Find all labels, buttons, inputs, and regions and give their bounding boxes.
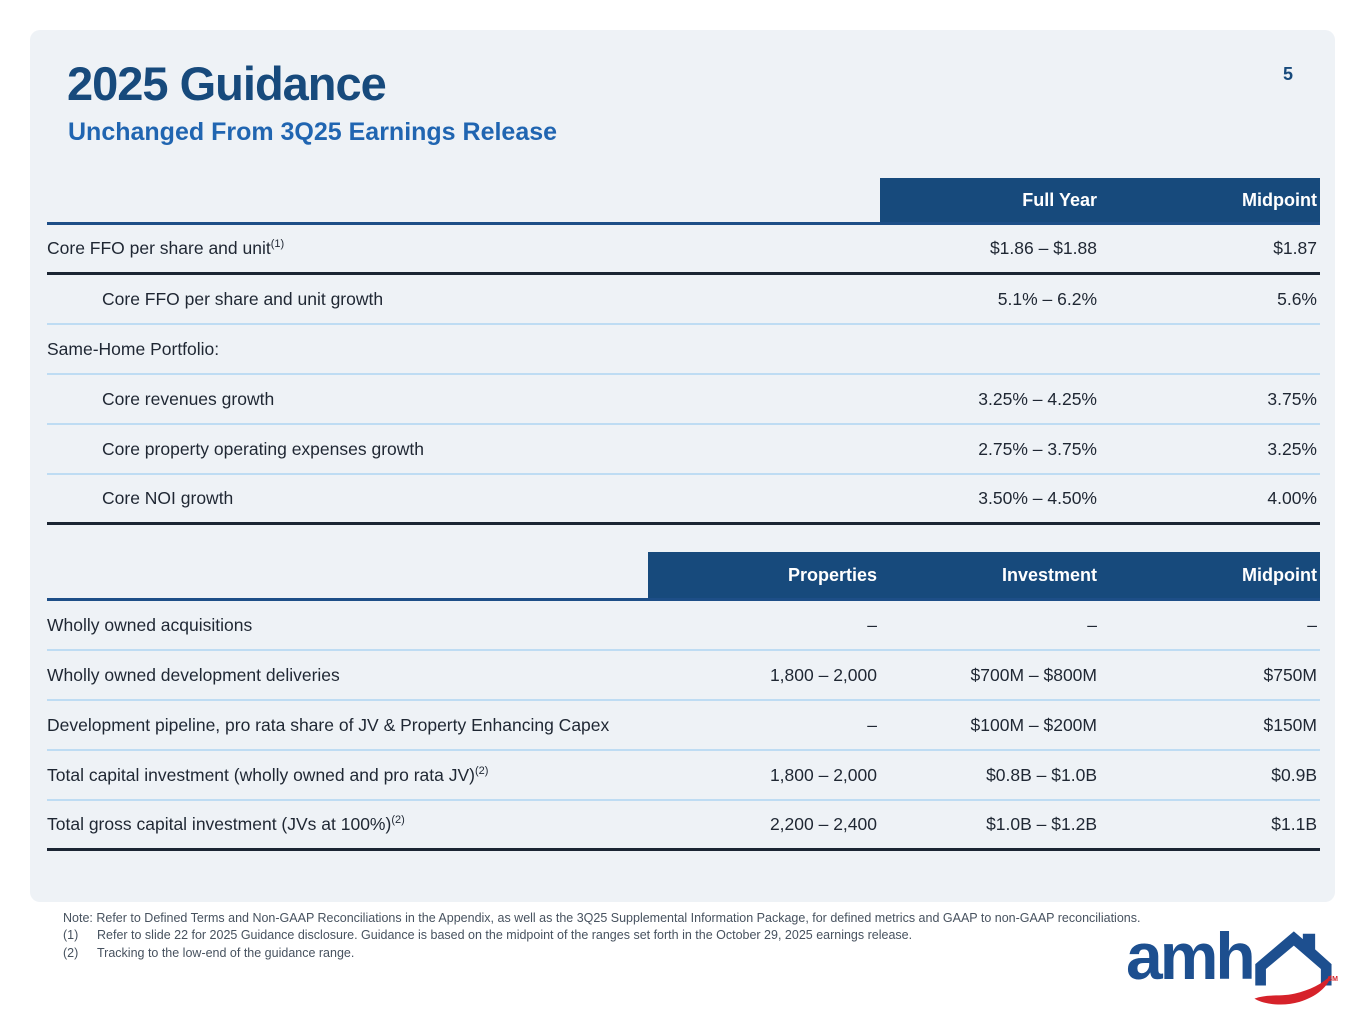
row-label: Development pipeline, pro rata share of … bbox=[47, 714, 610, 735]
cell-midpoint: 4.00% bbox=[1267, 488, 1317, 508]
page-number: 5 bbox=[1282, 64, 1293, 84]
cell-midpoint: $1.87 bbox=[1273, 238, 1317, 258]
cell-investment: – bbox=[1087, 614, 1097, 635]
table-row-core-noi-growth: Core NOI growth 3.50% – 4.50% 4.00% bbox=[47, 475, 1320, 525]
service-mark: SM bbox=[1327, 976, 1339, 983]
table1-header-row: Full Year Midpoint bbox=[47, 178, 1320, 225]
cell-investment: $100M – $200M bbox=[970, 714, 1097, 735]
cell-midpoint: 3.75% bbox=[1267, 388, 1317, 409]
row-label: Same-Home Portfolio: bbox=[47, 338, 220, 359]
table2-header-row: Properties Investment Midpoint bbox=[47, 552, 1320, 601]
column-header-investment: Investment bbox=[1001, 564, 1097, 585]
table1-header-block: Full Year Midpoint bbox=[880, 178, 1320, 222]
cell-full-year: 5.1% – 6.2% bbox=[997, 288, 1097, 309]
footnote-text: Tracking to the low-end of the guidance … bbox=[97, 945, 355, 960]
footnote-ref: (2) bbox=[391, 814, 405, 827]
cell-properties: 2,200 – 2,400 bbox=[769, 814, 877, 834]
cell-investment: $0.8B – $1.0B bbox=[986, 764, 1097, 785]
slide-subtitle: Unchanged From 3Q25 Earnings Release bbox=[68, 118, 558, 146]
table1-header-spacer bbox=[47, 178, 880, 222]
row-label: Core FFO per share and unit growth bbox=[102, 288, 384, 309]
row-label: Total capital investment (wholly owned a… bbox=[47, 764, 489, 785]
slide-content-card: 5 2025 Guidance Unchanged From 3Q25 Earn… bbox=[30, 30, 1335, 902]
footnote-ref: (1) bbox=[270, 238, 285, 251]
cell-midpoint: – bbox=[1307, 614, 1317, 635]
amh-logo-text: amh bbox=[1126, 919, 1256, 993]
footnote-item-2: (2) Tracking to the low-end of the guida… bbox=[63, 945, 1233, 962]
footnote-note: Note: Refer to Defined Terms and Non-GAA… bbox=[63, 911, 1141, 925]
cell-properties: 1,800 – 2,000 bbox=[769, 764, 877, 785]
cell-full-year: 3.50% – 4.50% bbox=[978, 488, 1097, 508]
cell-midpoint: $1.1B bbox=[1271, 814, 1317, 834]
cell-full-year: 3.25% – 4.25% bbox=[978, 388, 1097, 409]
table-row-core-ffo-growth: Core FFO per share and unit growth 5.1% … bbox=[47, 275, 1320, 325]
table-row-development-deliveries: Wholly owned development deliveries 1,80… bbox=[47, 651, 1320, 701]
footnote-marker: (1) bbox=[63, 928, 79, 943]
cell-midpoint: $750M bbox=[1263, 664, 1317, 685]
column-header-full-year: Full Year bbox=[1022, 189, 1097, 210]
table-row-same-home-portfolio: Same-Home Portfolio: bbox=[47, 325, 1320, 375]
table-row-total-capital-investment: Total capital investment (wholly owned a… bbox=[47, 751, 1320, 801]
row-label: Total gross capital investment (JVs at 1… bbox=[47, 814, 405, 834]
cell-investment: $1.0B – $1.2B bbox=[986, 814, 1097, 834]
amh-logo: amh SM bbox=[1126, 919, 1339, 1014]
footnote-marker: (2) bbox=[63, 945, 79, 960]
row-label: Core FFO per share and unit(1) bbox=[47, 238, 285, 258]
table-row-core-revenues-growth: Core revenues growth 3.25% – 4.25% 3.75% bbox=[47, 375, 1320, 425]
table-row-total-gross-capital-investment: Total gross capital investment (JVs at 1… bbox=[47, 801, 1320, 851]
column-header-properties: Properties bbox=[787, 564, 877, 585]
table-row-core-ffo: Core FFO per share and unit(1) $1.86 – $… bbox=[47, 225, 1320, 275]
cell-midpoint: $0.9B bbox=[1271, 764, 1317, 785]
cell-properties: 1,800 – 2,000 bbox=[769, 664, 877, 685]
investment-guidance-table: Properties Investment Midpoint Wholly ow… bbox=[47, 552, 1320, 851]
row-label: Core revenues growth bbox=[102, 388, 275, 409]
row-label: Wholly owned development deliveries bbox=[47, 664, 340, 685]
row-label: Core property operating expenses growth bbox=[102, 438, 424, 459]
footnote-ref: (2) bbox=[475, 764, 489, 777]
footnote-text: Refer to slide 22 for 2025 Guidance disc… bbox=[97, 928, 913, 943]
cell-midpoint: $150M bbox=[1263, 714, 1317, 735]
footnotes: Note: Refer to Defined Terms and Non-GAA… bbox=[63, 910, 1233, 962]
column-header-midpoint: Midpoint bbox=[1242, 564, 1317, 585]
column-header-midpoint: Midpoint bbox=[1242, 189, 1317, 210]
row-label: Core NOI growth bbox=[102, 488, 234, 508]
footnote-item-1: (1) Refer to slide 22 for 2025 Guidance … bbox=[63, 927, 1233, 944]
table-row-wholly-owned-acquisitions: Wholly owned acquisitions – – – bbox=[47, 601, 1320, 651]
cell-properties: – bbox=[867, 614, 877, 635]
cell-midpoint: 5.6% bbox=[1277, 288, 1317, 309]
cell-midpoint: 3.25% bbox=[1267, 438, 1317, 459]
cell-investment: $700M – $800M bbox=[970, 664, 1097, 685]
row-label: Wholly owned acquisitions bbox=[47, 614, 253, 635]
cell-full-year: 2.75% – 3.75% bbox=[978, 438, 1097, 459]
amh-house-icon bbox=[1254, 931, 1332, 1005]
table2-header-block: Properties Investment Midpoint bbox=[648, 552, 1320, 598]
full-year-guidance-table: Full Year Midpoint Core FFO per share an… bbox=[47, 178, 1320, 525]
table2-header-spacer bbox=[47, 552, 648, 598]
cell-full-year: $1.86 – $1.88 bbox=[989, 238, 1097, 258]
cell-properties: – bbox=[867, 714, 877, 735]
slide-title: 2025 Guidance bbox=[67, 57, 387, 110]
table-row-development-pipeline: Development pipeline, pro rata share of … bbox=[47, 701, 1320, 751]
table-row-core-expenses-growth: Core property operating expenses growth … bbox=[47, 425, 1320, 475]
